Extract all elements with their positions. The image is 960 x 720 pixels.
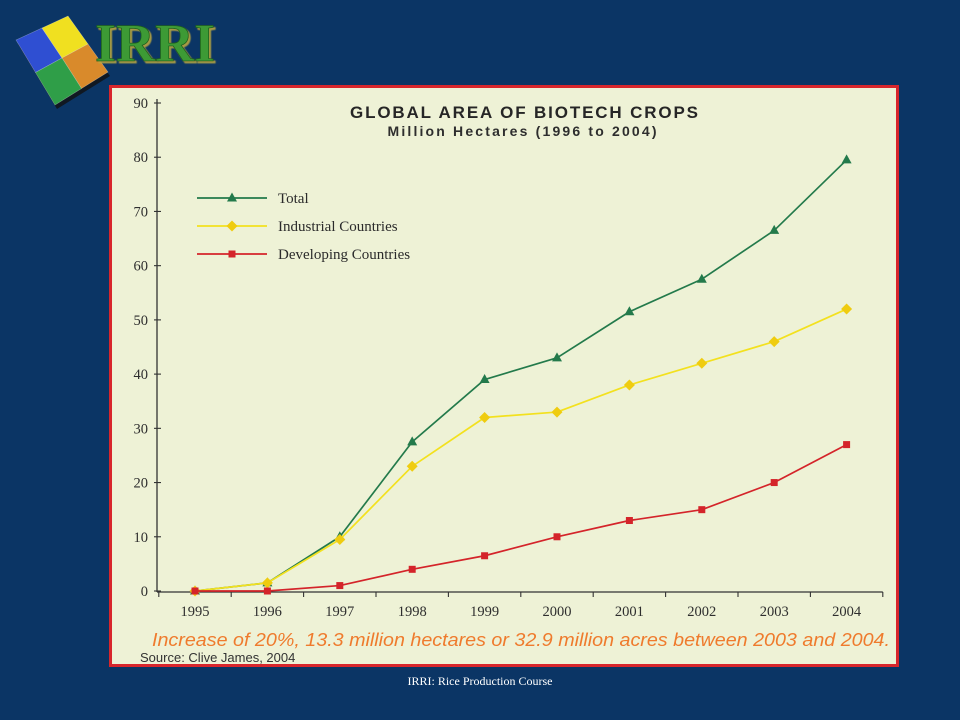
- chart-annotation: Increase of 20%, 13.3 million hectares o…: [152, 630, 890, 650]
- series-line-developing: [195, 443, 847, 592]
- legend-marker: [227, 192, 237, 202]
- x-tick-label: 1999: [470, 604, 499, 620]
- data-point-total: [841, 154, 852, 164]
- legend-label: Developing Countries: [278, 247, 410, 263]
- y-tick-label: 30: [134, 421, 149, 437]
- data-point-developing: [843, 441, 851, 449]
- y-tick-label: 0: [141, 584, 148, 600]
- y-tick-label: 90: [134, 96, 149, 112]
- data-point-industrial: [479, 411, 491, 423]
- y-tick-label: 80: [134, 150, 149, 166]
- plot-area: [189, 154, 853, 597]
- data-point-total: [407, 436, 418, 446]
- slide-footer: IRRI: Rice Production Course: [407, 674, 553, 688]
- data-point-developing: [408, 565, 416, 573]
- x-tick-label: 1998: [398, 604, 427, 620]
- data-point-developing: [481, 552, 489, 560]
- data-point-developing: [553, 533, 561, 541]
- y-tick-label: 60: [134, 259, 149, 275]
- legend-item-developing: Developing Countries: [197, 247, 410, 263]
- logo-diamond-icon: [15, 15, 109, 106]
- data-point-developing: [698, 506, 706, 514]
- data-point-industrial: [334, 533, 346, 545]
- data-point-total: [624, 306, 635, 316]
- x-tick-label: 1997: [325, 604, 354, 620]
- irri-logo-graphic: IRRI: [15, 13, 215, 109]
- y-tick-label: 40: [134, 367, 149, 383]
- chart-source: Source: Clive James, 2004: [140, 650, 295, 665]
- legend-marker: [226, 220, 238, 232]
- data-point-industrial: [768, 336, 780, 348]
- logo-quadrant-green: [35, 57, 82, 106]
- data-point-industrial: [406, 460, 418, 472]
- legend-item-total: Total: [197, 191, 309, 207]
- series-industrial: [189, 303, 853, 597]
- data-point-developing: [191, 587, 199, 595]
- data-point-industrial: [841, 303, 853, 315]
- data-point-industrial: [623, 379, 635, 391]
- x-tick-label: 2003: [760, 604, 789, 620]
- legend-label: Industrial Countries: [278, 219, 398, 235]
- data-point-total: [769, 224, 780, 234]
- chart: GLOBAL AREA OF BIOTECH CROPS Million Hec…: [134, 96, 891, 665]
- data-point-total: [696, 273, 707, 283]
- series-line-industrial: [194, 308, 847, 592]
- y-tick-label: 70: [134, 204, 149, 220]
- legend-marker: [228, 250, 236, 258]
- chart-subtitle: Million Hectares (1996 to 2004): [388, 123, 657, 139]
- data-point-industrial: [261, 577, 273, 589]
- series-developing: [191, 441, 851, 595]
- x-tick-label: 2002: [687, 604, 716, 620]
- y-tick-label: 50: [134, 313, 149, 329]
- chart-panel: GLOBAL AREA OF BIOTECH CROPS Million Hec…: [109, 85, 899, 667]
- y-tick-label: 20: [134, 476, 149, 492]
- x-tick-label: 2004: [832, 604, 862, 620]
- x-tick-label: 2001: [615, 604, 644, 620]
- x-tick-label: 1995: [181, 604, 210, 620]
- axes: 0 10 20 30 40 50 60 70 80 90 1995 1996 1997 1998 1999 2…: [134, 96, 884, 620]
- data-point-developing: [263, 587, 271, 595]
- data-point-industrial: [696, 357, 708, 369]
- x-tick-label: 2000: [543, 604, 572, 620]
- legend-item-industrial: Industrial Countries: [197, 219, 398, 235]
- data-point-total: [552, 352, 562, 362]
- data-point-total: [479, 374, 490, 384]
- data-point-developing: [770, 479, 778, 487]
- data-point-developing: [336, 582, 344, 590]
- legend-label: Total: [278, 191, 309, 207]
- x-tick-label: 1996: [253, 604, 282, 620]
- series-line-total: [194, 159, 848, 592]
- chart-title: GLOBAL AREA OF BIOTECH CROPS: [350, 103, 698, 122]
- legend: Total Industrial Countries Developing Coun…: [197, 191, 410, 263]
- data-point-industrial: [551, 406, 563, 418]
- logo-wordmark: IRRI: [95, 13, 215, 73]
- data-point-developing: [625, 517, 633, 525]
- y-tick-label: 10: [134, 530, 149, 546]
- irri-logo: IRRI: [0, 0, 230, 115]
